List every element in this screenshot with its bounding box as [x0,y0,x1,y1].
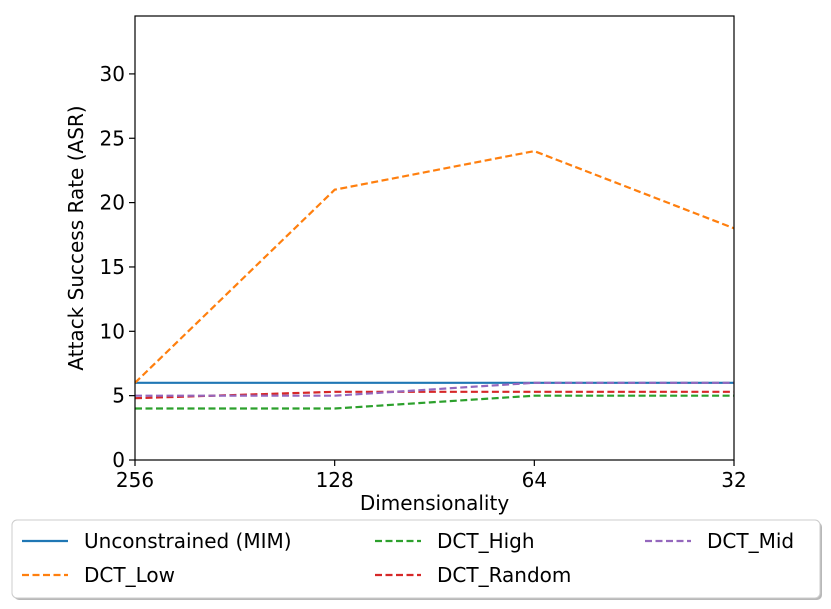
legend-label: DCT_High [437,529,535,553]
y-axis-label: Attack Success Rate (ASR) [64,105,88,370]
y-tick-label: 20 [100,191,125,215]
x-tick-label: 256 [116,468,154,492]
series-line-dct-mid [135,381,734,397]
legend-label: DCT_Mid [707,529,794,553]
x-axis-label: Dimensionality [360,491,510,515]
legend: Unconstrained (MIM) DCT_Low DCT_High DCT_Ra… [11,519,822,600]
plot-lines [134,149,735,410]
y-tick-label: 10 [100,319,125,343]
series-line-dct-high [135,394,734,410]
x-axis-ticks: 256 128 64 32 [116,460,747,492]
y-tick-label: 15 [100,255,125,279]
y-tick-label: 30 [100,62,125,86]
legend-label: DCT_Random [437,563,571,587]
x-tick-label: 64 [522,468,547,492]
legend-label: Unconstrained (MIM) [84,529,292,553]
y-axis-ticks: 0 5 10 15 20 25 30 [100,62,135,472]
legend-label: DCT_Low [84,563,175,587]
legend-box [11,519,821,599]
x-tick-label: 128 [316,468,354,492]
x-tick-label: 32 [721,468,746,492]
plot-frame [134,15,735,461]
y-tick-label: 25 [100,126,125,150]
y-tick-label: 0 [112,448,125,472]
series-line-dct-low [134,149,735,384]
y-tick-label: 5 [112,384,125,408]
